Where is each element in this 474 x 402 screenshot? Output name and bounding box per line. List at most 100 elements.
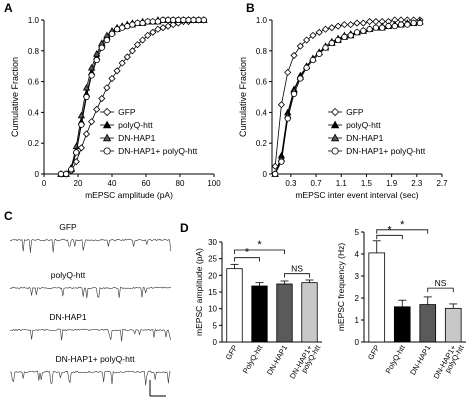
panel-a-point-3: [98, 44, 105, 51]
panel-b-point-3: [272, 170, 279, 178]
panel-b-legend-marker-2: [330, 133, 340, 142]
panel-a-point-3: [129, 21, 136, 28]
panel-a-point-0: [77, 144, 85, 152]
panel-a-point-3: [93, 56, 100, 64]
panel-b-point-3: [284, 115, 291, 122]
panel-letter-b: B: [246, 1, 255, 15]
panel-b-point-3: [391, 23, 398, 30]
panel-a-point-0: [154, 25, 162, 33]
panel-a-point-2: [87, 63, 96, 71]
panel-d-frequency-sig-label-2: NS: [435, 278, 447, 288]
panel-b-point-0: [359, 19, 367, 27]
panel-a-point-0: [128, 47, 136, 55]
panel-b-legend-label-0: GFP: [346, 107, 364, 117]
panel-letter-d: D: [180, 221, 189, 235]
panel-b-point-0: [277, 101, 286, 109]
panel-a-point-2: [93, 50, 101, 57]
panel-b-ytick-label: 0: [263, 170, 268, 179]
panel-d-amplitude-ytick-label: 10: [208, 305, 217, 314]
panel-a-point-3: [114, 26, 121, 33]
panel-b-point-0: [315, 28, 323, 36]
trace-label-0: GFP: [59, 222, 77, 232]
panel-b-point-3: [410, 19, 417, 27]
trace-label-3: DN-HAP1+ polyQ-htt: [55, 354, 135, 364]
panel-b-point-0: [296, 42, 304, 50]
panel-a-x-axis-label: mEPSC amplitude (pA): [85, 190, 173, 200]
panel-b-point-3: [353, 29, 361, 36]
mepsc-trace-1: [9, 286, 171, 299]
panel-b-legend-marker-0: [331, 107, 340, 117]
panel-d-amplitude-xtick-label-0: GFP: [224, 344, 240, 362]
panel-a-point-0: [72, 158, 80, 166]
panel-a-point-3: [83, 93, 90, 101]
panel-b-point-3: [347, 32, 354, 39]
panel-a-point-3: [180, 16, 187, 24]
panel-b-point-3: [278, 158, 285, 165]
panel-a-legend-marker-3: [103, 147, 111, 155]
panel-a-legend-label-2: DN-HAP1: [118, 133, 156, 143]
panel-a-point-0: [159, 24, 167, 32]
panel-b-xtick-label: 2.3: [411, 179, 423, 188]
panel-a-point-3: [134, 19, 141, 27]
panel-b-legend-marker-1: [330, 120, 340, 129]
panel-a-point-3: [149, 18, 156, 25]
panel-d-frequency-ytick-label: 2: [355, 294, 360, 303]
panel-d-frequency-sig-bracket-1: [376, 229, 429, 234]
panel-a-xtick-label: 20: [74, 179, 83, 188]
panel-b-point-3: [328, 39, 335, 47]
panel-a-ytick-label: 0.4: [28, 108, 40, 117]
panel-a-point-0: [149, 28, 157, 36]
panel-a-point-0: [139, 36, 147, 44]
panel-a-point-0: [108, 74, 116, 83]
panel-d-frequency-bar-1: [393, 306, 411, 343]
panel-a-point-3: [154, 18, 161, 25]
panel-a-point-3: [139, 19, 146, 27]
panel-a-point-3: [144, 18, 151, 25]
panel-b-point-3: [297, 75, 304, 82]
panel-b-point-3: [316, 50, 323, 57]
panel-a-point-3: [185, 16, 192, 24]
panel-a-xtick-label: 40: [108, 179, 117, 188]
panel-a-point-0: [93, 105, 101, 113]
mepsc-trace-0: [9, 238, 172, 253]
panel-a-point-0: [164, 22, 172, 30]
panel-d-amplitude-ytick-label: 20: [208, 271, 217, 280]
trace-label-1: polyQ-htt: [51, 270, 86, 280]
panel-a-point-0: [113, 67, 121, 75]
panel-a-point-3: [103, 36, 111, 44]
panel-a-point-0: [98, 94, 106, 103]
panel-a-point-0: [82, 130, 91, 138]
panel-b-point-3: [372, 24, 379, 31]
panel-b-point-3: [360, 27, 367, 34]
panel-a-point-0: [123, 53, 131, 61]
panel-b-point-3: [404, 21, 411, 28]
panel-b-ytick-label: 0.6: [256, 78, 268, 87]
panel-d-amplitude-y-axis-label: mEPSC amplitude (pA): [194, 248, 204, 336]
panel-b-point-0: [309, 31, 317, 39]
trace-label-2: DN-HAP1: [49, 312, 87, 322]
panel-b-xtick-label: 0.3: [285, 179, 297, 188]
panel-a-point-3: [73, 149, 80, 156]
panel-d-frequency-bar-2: [419, 304, 437, 343]
panel-d-amplitude-ytick-label: 30: [208, 238, 217, 247]
panel-b-point-0: [271, 162, 279, 170]
panel-d-amplitude-sig-label-0: *: [245, 247, 250, 259]
panel-b-legend-label-2: DN-HAP1: [346, 133, 384, 143]
panel-d-amplitude-ytick-label: 0: [213, 338, 218, 347]
panel-b-point-0: [340, 21, 348, 29]
panel-b-xtick-label: 1.9: [386, 179, 398, 188]
panel-a-point-3: [159, 16, 167, 24]
panel-a-point-3: [57, 170, 65, 178]
panel-a-xtick-label: 0: [42, 179, 47, 188]
panel-d-frequency-xtick-label-0: GFP: [366, 344, 382, 362]
panel-d-frequency-ytick-label: 1: [355, 316, 360, 325]
panel-a-point-3: [200, 16, 207, 24]
panel-d-frequency-bar-3: [444, 307, 462, 343]
panel-b-point-3: [385, 23, 392, 30]
panel-d-frequency-sig-bracket-0: [376, 234, 403, 240]
panel-d-amplitude-bar-1: [251, 285, 268, 343]
panel-a-point-3: [190, 16, 197, 24]
panel-b-point-0: [328, 24, 336, 32]
panel-b-point-3: [341, 33, 348, 41]
panel-b-point-3: [309, 56, 317, 64]
